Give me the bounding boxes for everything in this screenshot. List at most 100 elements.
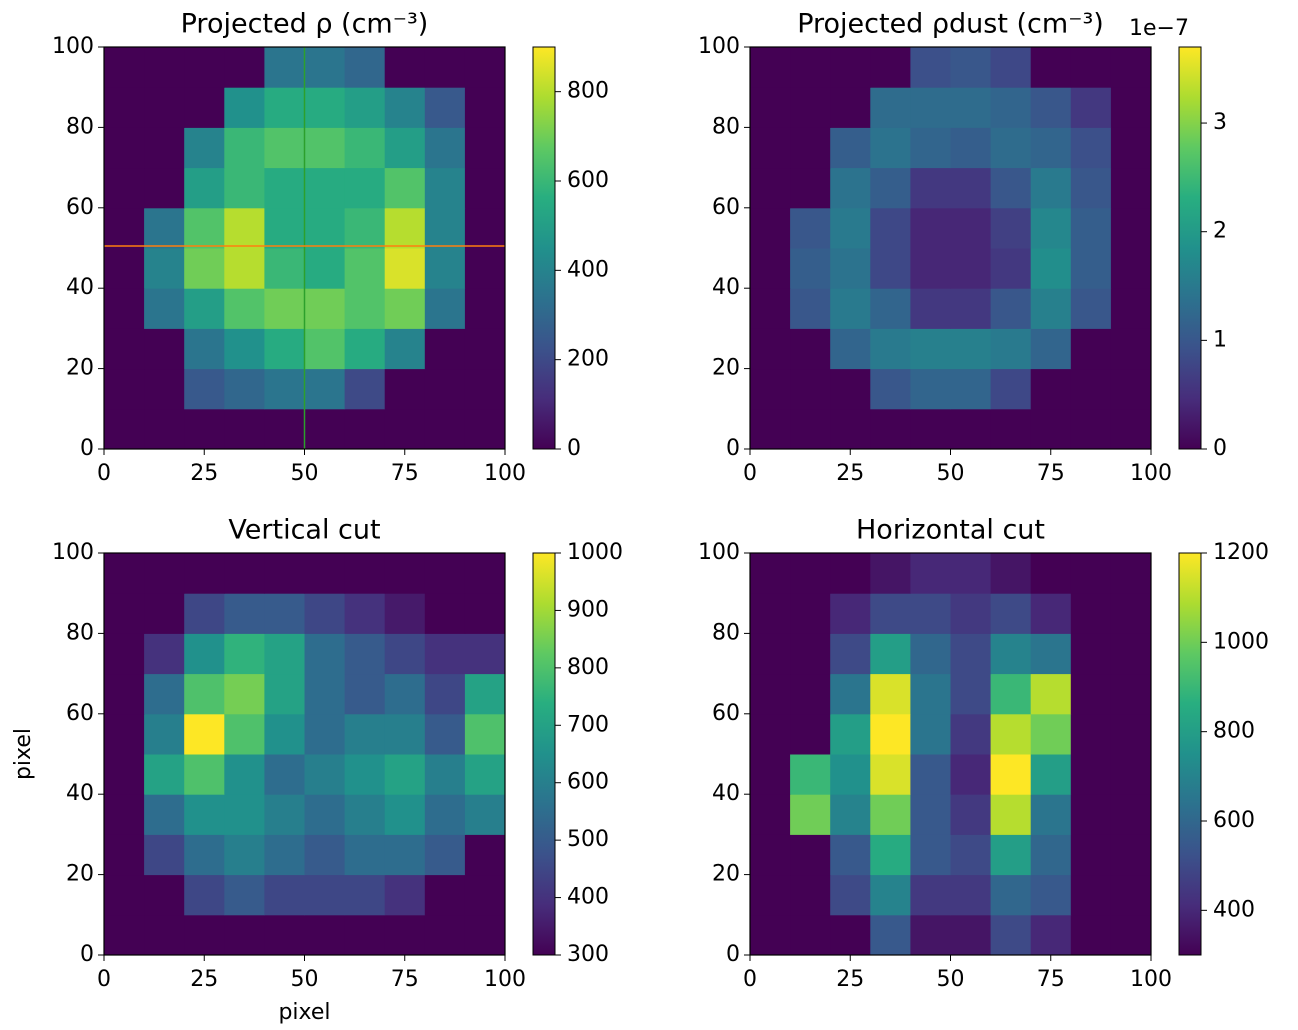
heat-cell [830, 167, 871, 209]
heat-cell [104, 167, 145, 209]
heat-cell [304, 328, 346, 370]
colorbar-tick-label: 500 [567, 827, 609, 852]
panel-title: Vertical cut [228, 515, 380, 546]
heat-cell [344, 408, 386, 450]
heat-cell [184, 593, 225, 634]
heat-cell [990, 794, 1032, 835]
y-tick-label: 0 [80, 942, 94, 967]
heat-cell [264, 593, 305, 634]
heat-cell [1070, 288, 1112, 329]
panel-title: Horizontal cut [856, 515, 1045, 546]
y-tick-label: 40 [712, 781, 740, 806]
x-tick-label: 25 [190, 967, 218, 992]
heat-cell [384, 754, 426, 795]
heat-cell [1030, 914, 1072, 956]
heat-cell [910, 248, 951, 289]
heat-cell [750, 633, 791, 675]
heat-cell [464, 47, 506, 88]
y-tick-label: 100 [52, 540, 94, 565]
heat-cell [1110, 127, 1152, 169]
heat-cell [304, 127, 346, 169]
heat-cell [790, 633, 831, 675]
heat-cell [990, 328, 1032, 370]
heat-cell [870, 633, 911, 675]
heat-cell [144, 328, 185, 370]
heat-cell [950, 673, 992, 715]
heat-cell [384, 593, 426, 634]
colorbar-tick-label: 1000 [567, 540, 623, 565]
heat-cell [870, 553, 911, 594]
heat-cell [950, 127, 992, 169]
heat-cell [304, 87, 346, 128]
heat-cell [990, 288, 1032, 329]
colorbar-tick-label: 200 [567, 347, 609, 372]
heat-cell [910, 754, 951, 795]
heat-cell [384, 87, 426, 128]
heat-cell [184, 834, 225, 876]
heat-cell [950, 288, 992, 329]
heat-cell [224, 408, 265, 450]
heat-cell [304, 207, 346, 249]
heat-cell [384, 288, 426, 329]
heat-cell [950, 834, 992, 876]
heat-cell [224, 288, 265, 329]
heat-cell [344, 673, 386, 715]
heat-cell [790, 127, 831, 169]
heat-cell [1070, 87, 1112, 128]
heat-cell [830, 754, 871, 795]
x-tick-label: 25 [836, 461, 864, 486]
heat-cell [1070, 593, 1112, 634]
heat-cell [790, 288, 831, 329]
heat-cell [750, 207, 791, 249]
heat-cell [264, 834, 305, 876]
heat-cell [304, 288, 346, 329]
x-tick-label: 75 [1037, 461, 1065, 486]
heat-cell [1110, 914, 1152, 956]
y-tick-label: 80 [66, 114, 94, 139]
heat-cell [990, 673, 1032, 715]
heat-cell [990, 834, 1032, 876]
heat-cell [830, 368, 871, 410]
heat-cell [424, 328, 466, 370]
heat-cell [464, 207, 506, 249]
y-tick-label: 20 [712, 862, 740, 887]
heat-cell [870, 248, 911, 289]
x-tick-label: 100 [1130, 461, 1172, 486]
heat-cell [344, 914, 386, 956]
heat-cell [750, 593, 791, 634]
heat-cell [384, 874, 426, 916]
heat-cell [184, 754, 225, 795]
heat-cell [424, 593, 466, 634]
heat-cell [1030, 834, 1072, 876]
heat-cell [104, 593, 145, 634]
heat-cell [910, 328, 951, 370]
heat-cell [830, 408, 871, 450]
heat-cell [750, 248, 791, 289]
colorbar-tick-label: 300 [567, 942, 609, 967]
heat-cell [224, 47, 265, 88]
heat-cell [464, 127, 506, 169]
heat-cell [910, 633, 951, 675]
heat-cell [1030, 593, 1072, 634]
heat-cell [344, 633, 386, 675]
heat-cell [750, 87, 791, 128]
heat-cell [950, 914, 992, 956]
x-tick-label: 0 [97, 461, 111, 486]
heat-cell [384, 673, 426, 715]
heat-cell [384, 368, 426, 410]
heat-cell [1030, 633, 1072, 675]
heat-cell [144, 127, 185, 169]
y-tick-label: 80 [66, 620, 94, 645]
heat-cell [830, 673, 871, 715]
heat-cell [790, 673, 831, 715]
colorbar-tick-label: 900 [567, 597, 609, 622]
heat-cell [750, 914, 791, 956]
heat-cell [1070, 633, 1112, 675]
colorbar-tick-label: 1 [1213, 327, 1227, 352]
heat-cell [790, 874, 831, 916]
heat-cell [464, 754, 506, 795]
y-tick-label: 80 [712, 620, 740, 645]
heat-cell [750, 47, 791, 88]
heat-cell [870, 874, 911, 916]
